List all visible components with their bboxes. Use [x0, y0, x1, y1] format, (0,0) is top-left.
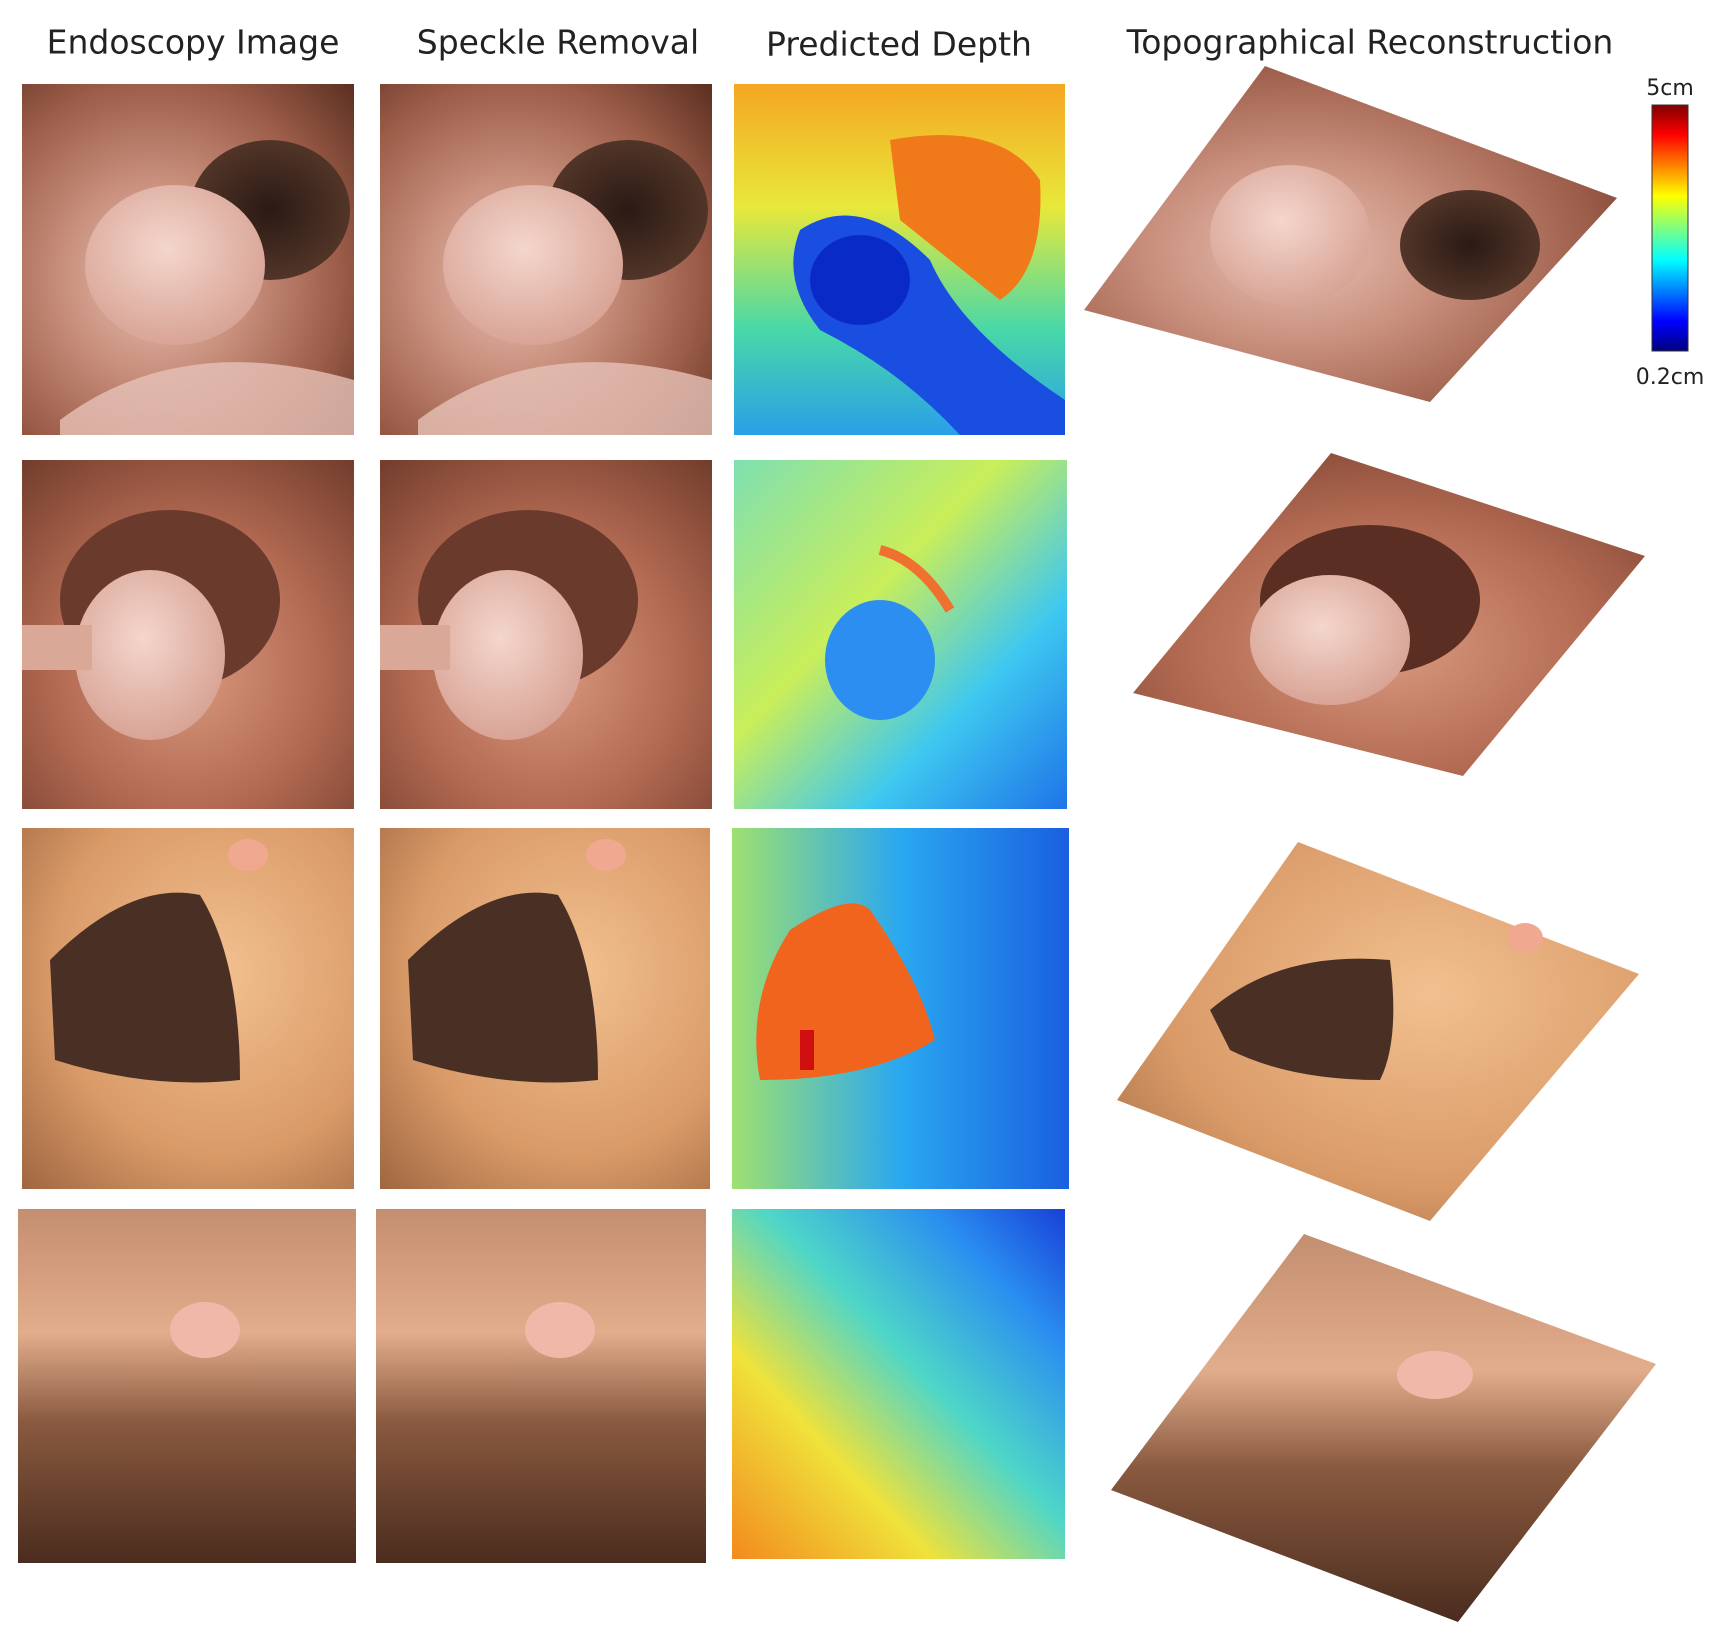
endoscopy-image: [22, 460, 354, 809]
speckle-removal-image: [376, 1209, 706, 1563]
colorbar-scale: [1651, 104, 1689, 352]
column-title: Endoscopy Image: [47, 23, 340, 62]
colorbar: 5cm 0.2cm: [1636, 76, 1705, 390]
column-title: Predicted Depth: [766, 25, 1032, 64]
speckle-removal-image: [380, 84, 712, 435]
depth-map: [734, 460, 1067, 809]
colorbar-min-label: 0.2cm: [1636, 365, 1705, 390]
reconstruction: [1084, 66, 1617, 402]
endoscopy-image: [18, 1209, 356, 1563]
reconstruction: [1133, 453, 1645, 776]
row-2: [22, 453, 1645, 809]
headers: Endoscopy Image Speckle Removal Predicte…: [47, 23, 1614, 64]
row-1: [22, 66, 1617, 435]
speckle-removal-image: [380, 828, 710, 1189]
depth-map: [732, 1209, 1065, 1559]
reconstruction: [1117, 842, 1639, 1221]
column-title: Speckle Removal: [417, 23, 699, 62]
column-title: Topographical Reconstruction: [1126, 23, 1614, 62]
endoscopy-image: [22, 84, 354, 435]
row-3: [22, 828, 1639, 1221]
speckle-removal-image: [380, 460, 712, 809]
reconstruction: [1111, 1234, 1656, 1622]
row-4: [18, 1209, 1656, 1622]
depth-map: [734, 84, 1065, 435]
endoscopy-image: [22, 828, 354, 1189]
colorbar-max-label: 5cm: [1646, 76, 1694, 101]
depth-map: [732, 828, 1069, 1189]
